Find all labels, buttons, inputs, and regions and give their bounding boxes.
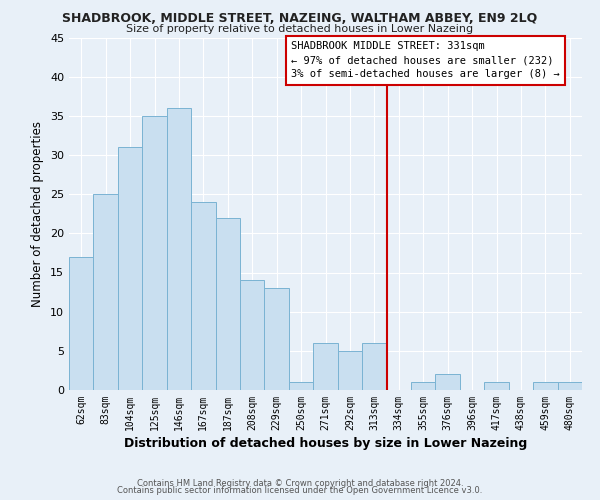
Bar	[69, 257, 94, 390]
Bar	[484, 382, 509, 390]
Y-axis label: Number of detached properties: Number of detached properties	[31, 120, 44, 306]
Bar	[338, 351, 362, 390]
Bar	[215, 218, 240, 390]
Text: Size of property relative to detached houses in Lower Nazeing: Size of property relative to detached ho…	[127, 24, 473, 34]
Bar	[94, 194, 118, 390]
Bar	[240, 280, 265, 390]
Text: Contains HM Land Registry data © Crown copyright and database right 2024.: Contains HM Land Registry data © Crown c…	[137, 478, 463, 488]
X-axis label: Distribution of detached houses by size in Lower Nazeing: Distribution of detached houses by size …	[124, 437, 527, 450]
Text: Contains public sector information licensed under the Open Government Licence v3: Contains public sector information licen…	[118, 486, 482, 495]
Bar	[436, 374, 460, 390]
Bar	[167, 108, 191, 390]
Text: SHADBROOK MIDDLE STREET: 331sqm
← 97% of detached houses are smaller (232)
3% of: SHADBROOK MIDDLE STREET: 331sqm ← 97% of…	[291, 42, 560, 80]
Bar	[533, 382, 557, 390]
Bar	[313, 343, 338, 390]
Bar	[557, 382, 582, 390]
Bar	[362, 343, 386, 390]
Bar	[265, 288, 289, 390]
Bar	[289, 382, 313, 390]
Bar	[142, 116, 167, 390]
Bar	[118, 147, 142, 390]
Bar	[191, 202, 215, 390]
Text: SHADBROOK, MIDDLE STREET, NAZEING, WALTHAM ABBEY, EN9 2LQ: SHADBROOK, MIDDLE STREET, NAZEING, WALTH…	[62, 12, 538, 26]
Bar	[411, 382, 436, 390]
